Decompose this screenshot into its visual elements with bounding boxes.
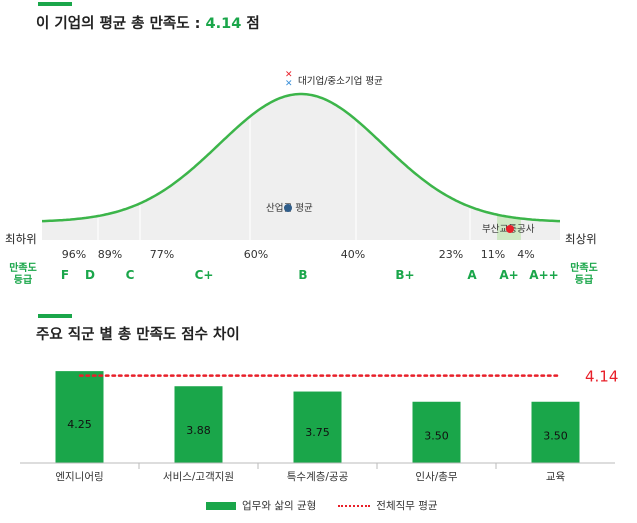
average-score: 4.14	[205, 16, 242, 32]
score-unit: 점	[246, 16, 260, 32]
highest-label: 최상위	[565, 232, 597, 246]
job-group-bar-chart: 4.25 엔지니어링 3.88 서비스/고객지원 3.75 특수계층/공공 3.50 인사/총…	[20, 368, 618, 483]
grade-label: A++	[529, 268, 559, 282]
distribution-area	[42, 94, 560, 240]
grade-label: D	[85, 268, 95, 282]
distribution-chart: ✕ ✕ 대기업/중소기업 평균 산업군 평균 부산교통공사	[42, 70, 560, 240]
legend-bar-swatch-icon	[206, 501, 236, 510]
bar-value-label: 3.75	[305, 426, 330, 439]
legend-bar-label: 업무와 삶의 균형	[242, 500, 317, 512]
percentile-label: 77%	[149, 248, 175, 261]
title-prefix: 이 기업의 평균 총 만족도 :	[36, 16, 201, 32]
company-marker-icon	[506, 225, 514, 233]
sat-label-line: 만족도	[9, 263, 37, 274]
svg-text:✕: ✕	[285, 79, 293, 89]
percentile-label: 40%	[340, 248, 366, 261]
percentile-label: 89%	[97, 248, 123, 261]
section2-accent-bar	[38, 314, 72, 318]
legend-line-swatch-icon	[338, 504, 371, 507]
overall-average-label: 4.14	[585, 368, 618, 386]
category-label: 서비스/고객지원	[163, 471, 234, 483]
grade-label: A	[467, 268, 477, 282]
sat-label-line: 만족도	[570, 263, 598, 274]
percentile-label: 23%	[438, 248, 464, 261]
bar	[293, 391, 342, 463]
grade-label: B	[298, 268, 308, 282]
percentile-label: 60%	[243, 248, 269, 261]
category-label: 엔지니어링	[55, 471, 103, 483]
category-label: 특수계층/공공	[287, 471, 349, 483]
satisfaction-grade-label-left: 만족도 등급	[6, 263, 40, 287]
grade-label: C+	[194, 268, 214, 282]
legend: 업무와 삶의 균형 전체직무 평균	[206, 498, 438, 513]
bell-dividers	[97, 118, 471, 240]
group-average-label: 대기업/중소기업 평균	[298, 75, 383, 87]
section2-title: 주요 직군 별 총 만족도 점수 차이	[36, 327, 240, 343]
svg-text:✕: ✕	[285, 70, 293, 80]
industry-average-marker-icon	[284, 204, 292, 212]
section1-accent-bar	[38, 2, 72, 6]
grade-label: A+	[499, 268, 519, 282]
grade-label: F	[60, 268, 70, 282]
group-average-marker-icon: ✕ ✕	[285, 70, 293, 89]
bar	[174, 386, 223, 463]
section1-title: 이 기업의 평균 총 만족도 : 4.14 점	[36, 12, 260, 33]
sat-label-line: 등급	[13, 275, 33, 286]
bar	[412, 401, 461, 463]
percentile-label: 96%	[61, 248, 87, 261]
satisfaction-grade-label-right: 만족도 등급	[567, 263, 601, 287]
lowest-label: 최하위	[5, 232, 37, 246]
percentile-label: 11%	[480, 248, 506, 261]
category-label: 교육	[546, 471, 566, 483]
bar-value-label: 4.25	[67, 418, 92, 431]
bar-value-label: 3.88	[186, 424, 211, 437]
percentile-label: 4%	[517, 248, 535, 261]
grade-label: B+	[395, 268, 415, 282]
category-label: 인사/총무	[415, 471, 458, 483]
bar-value-label: 3.50	[424, 430, 449, 443]
bar	[55, 371, 104, 463]
grade-label: C	[125, 268, 135, 282]
sat-label-line: 등급	[574, 275, 594, 286]
bar-value-label: 3.50	[543, 430, 568, 443]
bar	[531, 401, 580, 463]
distribution-curve	[42, 92, 560, 223]
legend-line-label: 전체직무 평균	[376, 500, 438, 512]
